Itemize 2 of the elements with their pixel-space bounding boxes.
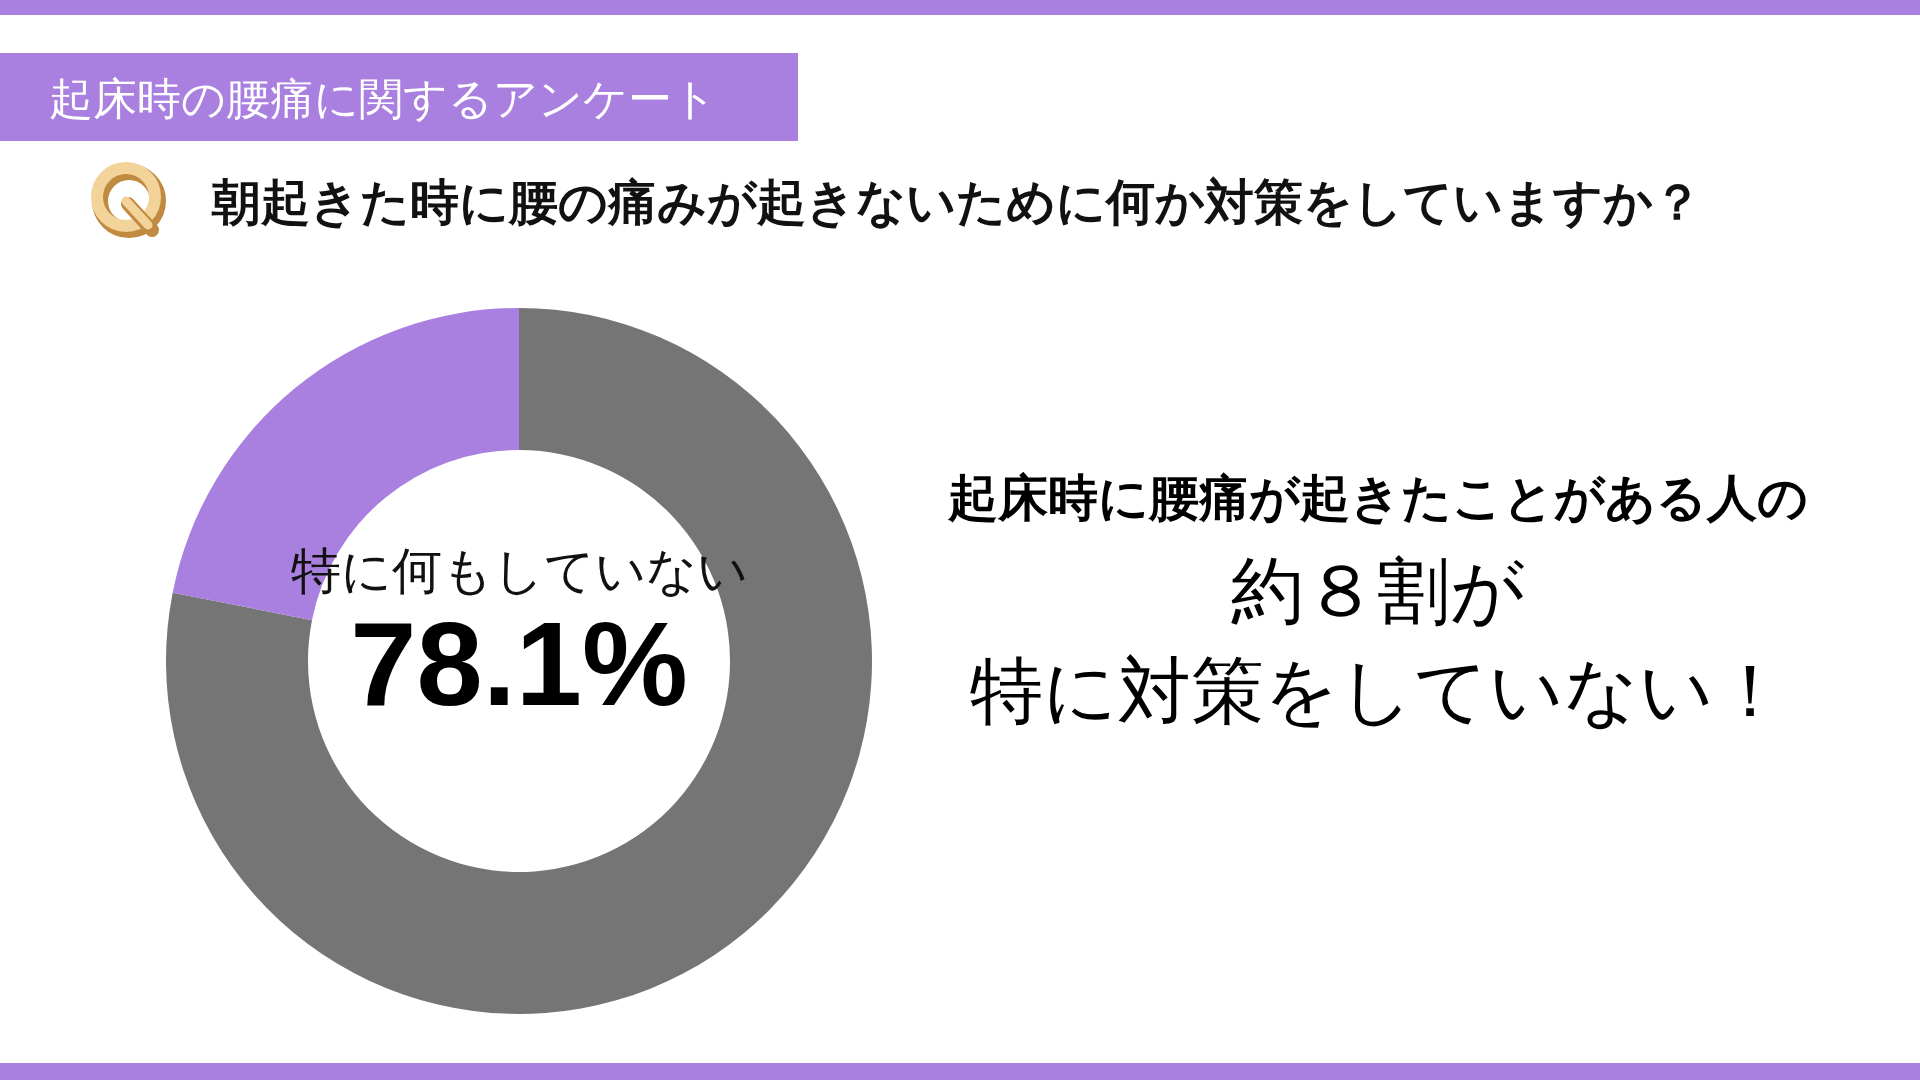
subtitle: 朝起きた時に腰の痛みが起きないために何か対策をしていますか？ bbox=[212, 175, 1702, 229]
title: 起床時の腰痛に関するアンケート bbox=[49, 73, 717, 123]
